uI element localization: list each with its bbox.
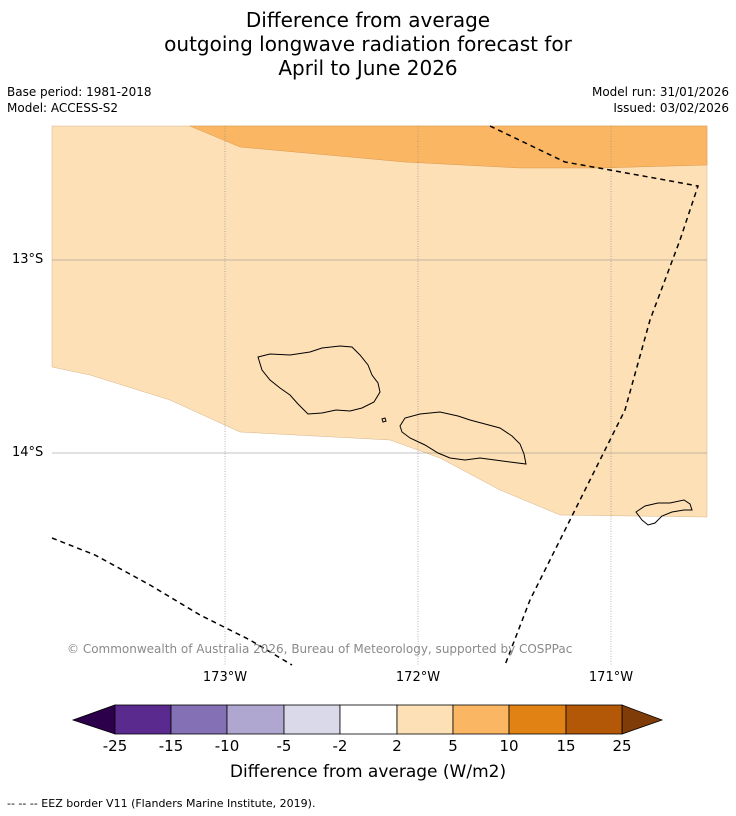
- lon-label-171W: 171°W: [588, 670, 634, 685]
- island-savaii: [257, 345, 381, 415]
- anomaly-region-2-to-5: [51, 125, 708, 518]
- colorbar-tick: -25: [102, 737, 128, 755]
- base-period: Base period: 1981-2018: [7, 85, 152, 99]
- colorbar-tick: 2: [392, 737, 402, 755]
- meta-left: Base period: 1981-2018 Model: ACCESS-S2: [7, 84, 152, 116]
- eez-border: [51, 125, 699, 666]
- colorbar-tick: -15: [158, 737, 184, 755]
- lat-label-14S: 14°S: [12, 445, 44, 460]
- lon-label-173W: 173°W: [202, 670, 248, 685]
- colorbar-tick: -5: [276, 737, 292, 755]
- colorbar-extend-low: [71, 704, 116, 735]
- model-name: Model: ACCESS-S2: [7, 101, 119, 115]
- title-line-1: Difference from average: [245, 8, 491, 32]
- eez-legend-note: -- -- -- EEZ border V11 (Flanders Marine…: [7, 797, 316, 810]
- colorbar-box-3: [226, 704, 285, 735]
- colorbar-box-8: [508, 704, 567, 735]
- copyright-notice: © Commonwealth of Australia 2026, Bureau…: [67, 642, 573, 656]
- title-line-3: April to June 2026: [278, 56, 458, 80]
- colorbar-box-9: [565, 704, 623, 735]
- gridlines: [52, 126, 707, 665]
- colorbar-box-1: [114, 704, 172, 735]
- colorbar: [71, 704, 664, 735]
- anomaly-region-5-to-10: [189, 125, 708, 169]
- island-tutuila: [635, 499, 693, 526]
- islands: [257, 345, 693, 526]
- colorbar-tick: 15: [556, 737, 576, 755]
- meta-right: Model run: 31/01/2026 Issued: 03/02/2026: [592, 84, 729, 116]
- island-upolu: [399, 411, 527, 465]
- colorbar-tick: 5: [448, 737, 458, 755]
- colorbar-tick: -2: [332, 737, 348, 755]
- colorbar-tick: -10: [214, 737, 240, 755]
- eez-border-west: [51, 537, 293, 666]
- title-line-2: outgoing longwave radiation forecast for: [164, 32, 572, 56]
- island-manono: [381, 417, 387, 423]
- lon-label-172W: 172°W: [395, 670, 441, 685]
- lat-label-13S: 13°S: [12, 252, 44, 267]
- colorbar-box-5: [339, 704, 398, 735]
- eez-border-east: [489, 125, 699, 666]
- colorbar-box-2: [170, 704, 228, 735]
- colorbar-extend-high: [621, 704, 664, 735]
- colorbar-tick: 10: [499, 737, 519, 755]
- colorbar-box-4: [283, 704, 341, 735]
- map-title: Difference from average outgoing longwav…: [0, 8, 736, 80]
- colorbar-box-6: [396, 704, 454, 735]
- issued-date: Issued: 03/02/2026: [613, 101, 729, 115]
- colorbar-box-7: [452, 704, 510, 735]
- colorbar-tick: 25: [612, 737, 632, 755]
- model-run: Model run: 31/01/2026: [591, 85, 729, 99]
- colorbar-label: Difference from average (W/m2): [229, 762, 507, 782]
